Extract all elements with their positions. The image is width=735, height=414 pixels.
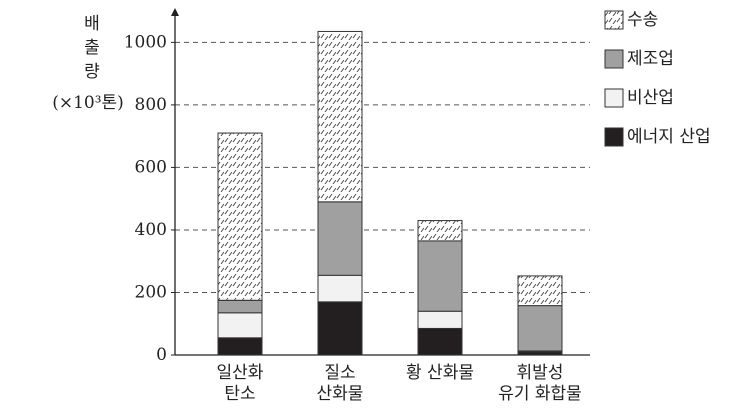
x-tick-label: 황 산화물 (406, 363, 474, 383)
legend-label: 비산업 (627, 88, 674, 108)
bar-segment (217, 299, 263, 314)
legend-swatch (604, 88, 624, 108)
legend-swatch (604, 127, 624, 147)
bar-segment (217, 337, 263, 356)
legend-label: 에너지 산업 (627, 127, 711, 147)
bar-segment (417, 240, 463, 312)
bar-segment (317, 201, 363, 276)
y-tick-label: 200 (135, 282, 167, 302)
bar-segment (417, 220, 463, 242)
legend-label: 수송 (627, 10, 658, 30)
bar-segment (517, 275, 563, 307)
y-axis-arrow (171, 8, 179, 16)
x-tick-label: 일산화 탄소 (217, 363, 264, 404)
y-tick-label: 0 (156, 345, 167, 365)
y-tick-label: 400 (135, 219, 167, 239)
bar-segment (417, 310, 463, 329)
legend-swatch (604, 10, 624, 30)
y-tick-label: 1000 (124, 32, 167, 52)
legend-swatch (604, 49, 624, 69)
bar-segment (217, 132, 263, 301)
y-tick-label: 800 (135, 94, 167, 114)
bar-segment (517, 305, 563, 352)
bar-segment (317, 30, 363, 203)
x-tick-label: 휘발성 유기 화합물 (498, 363, 582, 404)
bar-segment (417, 327, 463, 356)
y-tick-label: 600 (135, 157, 167, 177)
bar-segment (217, 312, 263, 339)
x-tick-label: 질소 산화물 (317, 363, 364, 404)
bar-segment (317, 274, 363, 303)
y-axis-unit: (×10³톤) (52, 93, 124, 113)
legend-label: 제조업 (627, 49, 674, 69)
bar-segment (317, 301, 363, 356)
